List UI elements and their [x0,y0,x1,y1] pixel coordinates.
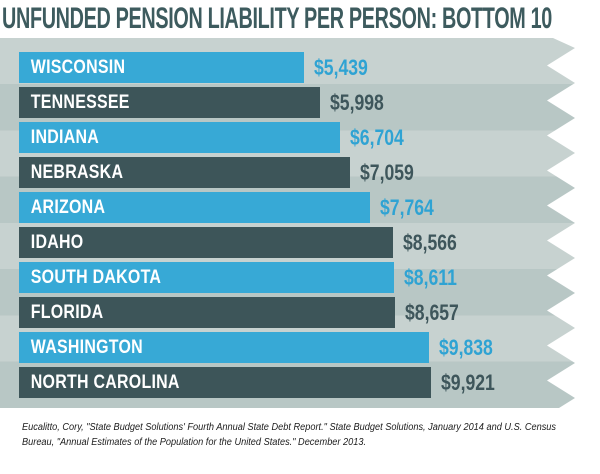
bar-row: IDAHO $8,566 [19,227,575,258]
bar-label: NORTH CAROLINA [30,371,180,393]
bar-value: $6,704 [350,124,404,150]
bar: IDAHO [19,227,393,258]
bar: INDIANA [19,122,340,153]
bar-row: NORTH CAROLINA $9,921 [19,367,575,398]
bar-value: $7,059 [360,159,414,185]
bar-value: $5,439 [314,54,368,80]
bar-label: FLORIDA [30,301,104,323]
bar: NORTH CAROLINA [19,367,431,398]
bar-value: $8,657 [405,299,459,325]
bar: TENNESSEE [19,87,320,118]
bar-value: $8,611 [404,264,457,290]
bar: SOUTH DAKOTA [19,262,394,293]
bar-label: WISCONSIN [30,56,126,78]
bar-label: NEBRASKA [30,161,124,183]
bar-value: $9,838 [439,334,493,360]
bar-label: SOUTH DAKOTA [30,266,162,288]
bar-label: TENNESSEE [30,91,130,113]
bar-row: WISCONSIN $5,439 [19,52,575,83]
citation-line-1: Eucalitto, Cory, "State Budget Solutions… [22,422,557,433]
bar-value: $8,566 [403,229,457,255]
bar: ARIZONA [19,192,370,223]
bar-row: FLORIDA $8,657 [19,297,575,328]
bar-row: ARIZONA $7,764 [19,192,575,223]
bar: WASHINGTON [19,332,429,363]
bar-row: INDIANA $6,704 [19,122,575,153]
bar: FLORIDA [19,297,395,328]
bar-rows: WISCONSIN $5,439 TENNESSEE $5,998 INDIANA $6,… [19,52,575,402]
source-citation: Eucalitto, Cory, "State Budget Solutions… [22,420,557,450]
bar-row: NEBRASKA $7,059 [19,157,575,188]
chart-title: UNFUNDED PENSION LIABILITY PER PERSON: B… [2,2,552,35]
bar-label: IDAHO [30,231,84,253]
bar-label: INDIANA [30,126,100,148]
bar-row: WASHINGTON $9,838 [19,332,575,363]
bar-value: $9,921 [441,369,495,395]
bar-value: $7,764 [380,194,434,220]
citation-line-2: Bureau, "Annual Estimates of the Populat… [22,437,367,448]
plot-area: WISCONSIN $5,439 TENNESSEE $5,998 INDIANA $6,… [0,38,575,408]
bar-value: $5,998 [330,89,384,115]
bar: WISCONSIN [19,52,304,83]
bar-label: WASHINGTON [30,336,143,358]
bar-label: ARIZONA [30,196,106,218]
bar-row: TENNESSEE $5,998 [19,87,575,118]
bar-row: SOUTH DAKOTA $8,611 [19,262,575,293]
bar: NEBRASKA [19,157,350,188]
